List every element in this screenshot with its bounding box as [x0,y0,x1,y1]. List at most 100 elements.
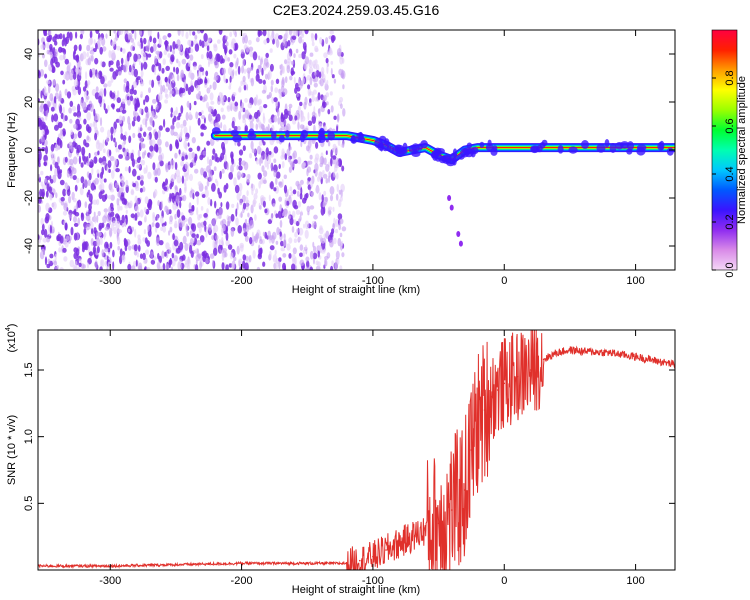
noise-dot [211,155,215,161]
noise-dot [232,92,237,97]
noise-dot [293,238,297,243]
noise-dot [229,252,234,260]
noise-dot [134,212,138,221]
noise-dot [327,141,331,147]
ridge-blob [659,140,665,151]
noise-dot [298,77,301,86]
noise-dot [83,178,88,188]
noise-dot [38,174,41,179]
y-tick-label: -40 [23,238,35,254]
noise-dot [271,97,275,104]
noise-dot [137,132,142,139]
colorbar-frame [711,29,738,271]
noise-dot [185,31,189,39]
noise-dot [144,150,147,156]
noise-dot [313,82,318,88]
noise-dot [191,205,195,212]
noise-dot [82,182,85,189]
noise-dot [262,116,266,124]
noise-dot [307,120,313,126]
noise-dot [125,179,129,188]
noise-dot [283,237,287,247]
noise-dot [184,259,188,265]
noise-dot [270,213,274,221]
noise-dot [252,249,256,259]
noise-dot [319,78,324,87]
noise-dot [220,122,223,129]
noise-dot [49,194,53,201]
noise-dot [266,155,271,165]
noise-dot [49,51,53,56]
noise-dot [340,103,343,109]
noise-dot [137,41,141,47]
noise-dot [203,33,208,42]
noise-dot [124,33,129,42]
noise-dot [205,229,208,238]
noise-dot [104,108,108,114]
noise-dot [64,156,68,163]
noise-dot [330,265,334,270]
noise-dot [212,112,216,117]
noise-dot [195,111,199,120]
noise-dot [185,83,189,92]
ridge-blob [449,152,459,163]
noise-dot [173,110,178,116]
noise-dot [314,45,319,52]
ridge-blob [458,240,463,247]
noise-dot [260,123,265,129]
noise-dot [38,117,42,127]
noise-dot [298,53,302,59]
noise-dot [98,157,103,164]
noise-dot [224,251,228,258]
x-tick-label: -300 [99,575,121,587]
noise-dot [329,194,334,202]
noise-dot [232,102,236,111]
noise-dot [64,88,68,96]
noise-dot [231,120,235,129]
noise-dot [110,133,114,142]
noise-dot [220,237,224,245]
noise-dot [269,63,274,72]
noise-dot [265,147,269,156]
noise-dot [213,247,218,256]
noise-dot [112,71,117,80]
snr-data-point [470,449,473,451]
noise-dot [108,183,113,191]
noise-dot [172,49,176,55]
noise-dot [75,31,78,39]
noise-dot [269,235,273,241]
noise-dot [74,184,78,192]
ridge-blob [299,133,306,143]
noise-dot [331,228,335,235]
noise-dot [278,261,281,270]
noise-dot [236,165,239,171]
noise-dot [99,117,103,127]
noise-dot [235,70,238,76]
noise-dot [294,115,298,121]
noise-dot [160,85,163,95]
x-tick-label: 100 [626,275,644,287]
noise-dot [179,241,184,251]
noise-dot [192,192,195,200]
noise-dot [115,220,120,229]
noise-dot [48,186,53,194]
noise-dot [207,88,211,94]
noise-dot [249,122,255,130]
noise-dot [94,132,98,141]
noise-dot [72,210,77,215]
noise-dot [80,176,85,184]
noise-dot [47,258,51,264]
noise-dot [158,240,164,246]
spectrogram-data [38,30,675,270]
noise-dot [333,145,339,155]
noise-dot [337,158,342,168]
noise-dot [194,168,199,174]
noise-dot [68,107,72,114]
snr-data-point [569,349,571,351]
noise-dot [321,194,324,203]
noise-dot [135,185,140,192]
noise-dot [284,32,289,39]
noise-dot [119,206,123,211]
noise-dot [306,180,310,185]
snr-y-ticks: 0.5 1.0 1.5 [23,362,675,511]
